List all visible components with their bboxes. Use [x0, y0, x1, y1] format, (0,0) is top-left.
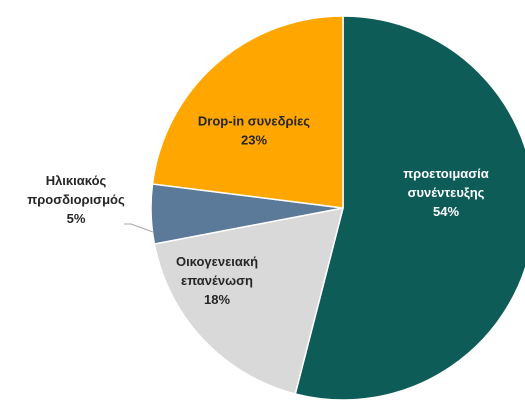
pie-slice-4 — [151, 15, 344, 209]
pie-slice-2 — [153, 207, 345, 395]
slice-name-label: προετοιμασία — [403, 166, 489, 181]
leader-line-3 — [124, 223, 154, 233]
slice-name-label: συνέντευξης — [408, 185, 485, 200]
slice-label-2: Οικογενειακή επανένωση 18% — [176, 254, 258, 307]
pie-slice-1 — [294, 15, 525, 401]
slice-percent-label: 5% — [67, 211, 86, 226]
slice-name-label: προσδιορισμός — [27, 192, 125, 207]
slice-label-1: προετοιμασία συνέντευξης 54% — [403, 166, 489, 219]
leader-lines — [124, 223, 154, 233]
slice-percent-label: 23% — [241, 133, 267, 148]
slice-name-label: Drop-in συνεδρίες — [198, 114, 310, 129]
slice-labels: προετοιμασία συνέντευξης 54% Οικογενειακή επ… — [27, 114, 489, 308]
slice-name-label: Οικογενειακή — [176, 254, 258, 269]
slice-label-3: Ηλικιακός προσδιορισμός 5% — [27, 173, 125, 226]
slice-name-label: επανένωση — [181, 273, 253, 288]
slice-name-label: Ηλικιακός — [46, 173, 107, 188]
slice-percent-label: 54% — [433, 204, 459, 219]
pie-slices — [150, 15, 525, 401]
slice-percent-label: 18% — [204, 292, 230, 307]
slice-label-4: Drop-in συνεδρίες 23% — [198, 114, 310, 148]
